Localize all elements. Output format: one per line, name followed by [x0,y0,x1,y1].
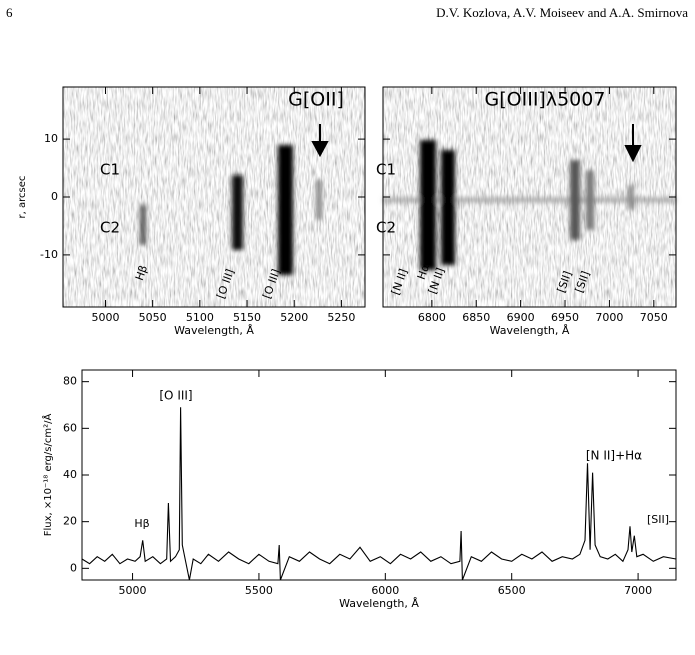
x-tick-label: 5050 [139,311,167,324]
x-tick-label: 6500 [498,584,526,597]
y-tick-label: 10 [44,132,58,145]
annotation: Hβ [133,263,150,282]
emission-features [383,140,676,270]
x-axis-label: Wavelength, Å [490,324,570,337]
x-tick-label: 7050 [640,311,668,324]
spectrum-image [63,87,365,307]
annotation: C1 [376,161,396,179]
y-tick-label: 40 [63,468,77,481]
authors: D.V. Kozlova, A.V. Moiseev and A.A. Smir… [436,5,688,20]
y-axis-label: r, arcsec [17,176,28,219]
annotation: G[OII] [288,89,344,111]
y-axis-label: Flux, ×10⁻¹⁸ erg/s/cm²/Å [41,414,54,537]
x-tick-label: 5200 [280,311,308,324]
x-tick-label: 7000 [624,584,652,597]
x-tick-label: 5000 [91,311,119,324]
emission-features [140,145,322,275]
y-tick-label: 60 [63,421,77,434]
annotation: C2 [100,219,120,237]
x-tick-label: 5100 [186,311,214,324]
x-axis-label: Wavelength, Å [339,597,419,610]
x-tick-label: 6850 [462,311,490,324]
y-tick-label: -10 [40,248,58,261]
x-tick-label: 6000 [371,584,399,597]
x-axis-label: Wavelength, Å [174,324,254,337]
annotation: C2 [376,219,396,237]
annotation: [N II]+Hα [586,449,642,463]
annotation: G[OIII]λ5007 [485,89,606,111]
x-tick-label: 7000 [595,311,623,324]
annotation: C1 [100,161,120,179]
y-tick-label: 0 [70,561,77,574]
annotation: Hα [415,262,433,281]
x-tick-label: 5500 [245,584,273,597]
arrows [311,124,642,163]
annotation: [SII] [647,513,669,526]
spectrum-line [81,407,677,581]
y-tick-label: 20 [63,515,77,528]
y-tick-label: 0 [51,190,58,203]
x-tick-label: 6950 [551,311,579,324]
x-tick-label: 6800 [418,311,446,324]
x-tick-label: 5150 [233,311,261,324]
page-number: 6 [6,5,13,20]
annotation: [O III] [159,389,192,403]
x-tick-label: 6900 [507,311,535,324]
annotation: Hβ [134,517,149,530]
x-tick-label: 5250 [327,311,355,324]
y-tick-label: 80 [63,375,77,388]
x-tick-label: 5000 [119,584,147,597]
